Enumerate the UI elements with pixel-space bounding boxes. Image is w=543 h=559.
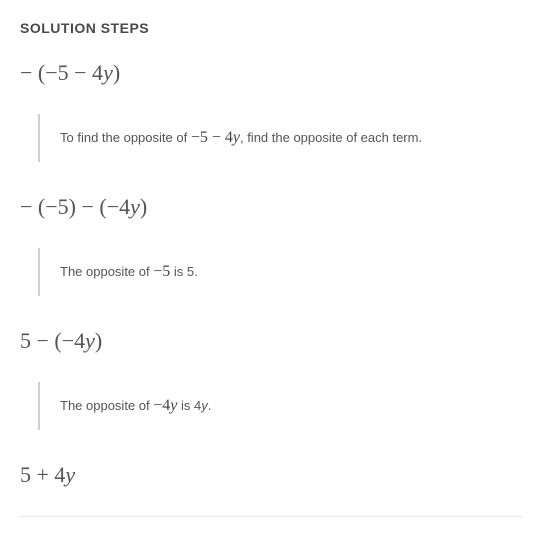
explanation-text-2: The opposite of −5 is 5.: [60, 248, 198, 296]
explanation-bar: [38, 382, 40, 430]
bottom-divider: [20, 516, 523, 517]
explain-prefix: To find the opposite of: [60, 130, 191, 145]
solution-heading: SOLUTION STEPS: [20, 20, 523, 36]
explanation-text-1: To find the opposite of −5 − 4y, find th…: [60, 114, 422, 162]
explain-suffix: is 5.: [170, 264, 197, 279]
explain-prefix: The opposite of: [60, 398, 153, 413]
step-expression-1: − (−5 − 4y): [20, 60, 523, 86]
step-expression-3: 5 − (−4y): [20, 328, 523, 354]
explanation-block-1: To find the opposite of −5 − 4y, find th…: [38, 114, 523, 162]
explain-math: −5 − 4y: [191, 129, 240, 146]
explain-math: −5: [153, 263, 170, 280]
explanation-text-3: The opposite of −4y is 4y.: [60, 382, 211, 430]
explain-suffix: , find the opposite of each term.: [240, 130, 422, 145]
explain-prefix: The opposite of: [60, 264, 153, 279]
explanation-bar: [38, 248, 40, 296]
explain-math: −4y: [153, 397, 177, 414]
explain-suffix: is 4y.: [177, 398, 211, 413]
step-expression-4: 5 + 4y: [20, 462, 523, 488]
explanation-block-2: The opposite of −5 is 5.: [38, 248, 523, 296]
explanation-block-3: The opposite of −4y is 4y.: [38, 382, 523, 430]
explanation-bar: [38, 114, 40, 162]
step-expression-2: − (−5) − (−4y): [20, 194, 523, 220]
